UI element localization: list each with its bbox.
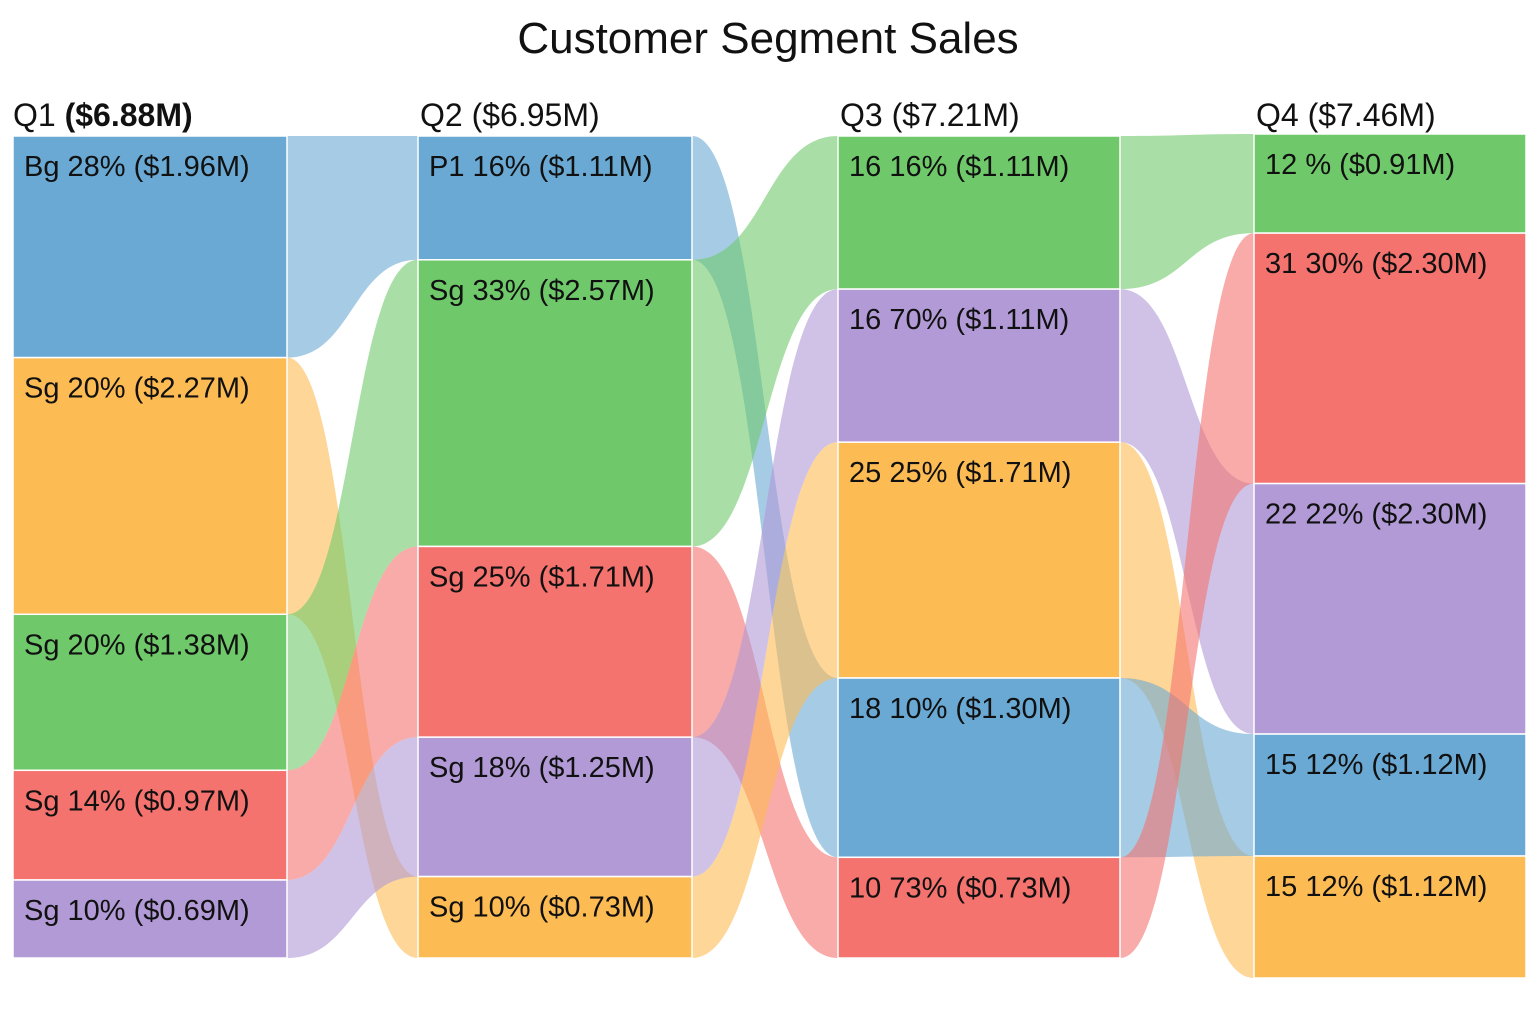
node-label-q2-1: P1 16% ($1.11M) xyxy=(429,151,653,183)
flow-q1-5-to-q2-4 xyxy=(287,737,418,958)
node-label-q3-1: 16 16% ($1.11M) xyxy=(849,151,1069,183)
node-q1-5 xyxy=(12,879,288,959)
flow-q3-5-to-q4-2 xyxy=(1120,233,1254,958)
node-label-q3-5: 10 73% ($0.73M) xyxy=(849,872,1071,904)
node-label-q2-4: Sg 18% ($1.25M) xyxy=(429,752,655,784)
column-header-name: Q2 xyxy=(420,97,472,133)
node-label-q3-2: 16 70% ($1.11M) xyxy=(849,304,1069,336)
column-header-total: ($6.88M) xyxy=(65,97,193,133)
node-q2-2 xyxy=(417,259,693,548)
node-q4-2 xyxy=(1253,232,1527,485)
node-q2-3 xyxy=(417,545,693,738)
column-header-q2: Q2 ($6.95M) xyxy=(420,97,600,133)
node-label-q1-1: Bg 28% ($1.96M) xyxy=(24,151,250,183)
column-header-q3: Q3 ($7.21M) xyxy=(840,97,1020,133)
column-header-name: Q1 xyxy=(13,97,65,133)
node-q4-3 xyxy=(1253,482,1527,735)
node-label-q1-3: Sg 20% ($1.38M) xyxy=(24,629,250,661)
flow-q1-3-to-q2-2 xyxy=(287,259,418,771)
node-label-q4-1: 12 % ($0.91M) xyxy=(1265,149,1455,181)
node-label-q4-3: 22 22% ($2.30M) xyxy=(1265,499,1487,531)
node-label-q4-5: 15 12% ($1.12M) xyxy=(1265,871,1487,903)
node-q4-4 xyxy=(1253,733,1527,857)
node-q1-2 xyxy=(12,356,288,616)
node-label-q1-2: Sg 20% ($2.27M) xyxy=(24,373,250,405)
chart-title: Customer Segment Sales xyxy=(517,14,1019,63)
node-label-q2-2: Sg 33% ($2.57M) xyxy=(429,275,655,307)
node-label-q2-3: Sg 25% ($1.71M) xyxy=(429,561,655,593)
flow-q2-2-to-q3-1 xyxy=(692,136,838,547)
node-q1-4 xyxy=(12,769,288,881)
flow-q3-1-to-q4-1 xyxy=(1120,134,1254,290)
node-q2-1 xyxy=(417,135,693,261)
labels-layer: Bg 28% ($1.96M) Sg 20% ($2.27M) Sg 20% ($1… xyxy=(24,149,1487,927)
node-label-q3-3: 25 25% ($1.71M) xyxy=(849,457,1071,489)
headers-layer: Q1 ($6.88M) Q2 ($6.95M) Q3 ($7.21M) Q4 ($7.… xyxy=(13,97,1436,133)
flow-q2-5-to-q3-3 xyxy=(692,442,838,958)
column-header-q1: Q1 ($6.88M) xyxy=(13,97,193,133)
flow-q2-4-to-q3-2 xyxy=(692,289,838,877)
node-q2-4 xyxy=(417,736,693,878)
node-label-q1-5: Sg 10% ($0.69M) xyxy=(24,895,250,927)
node-q3-2 xyxy=(837,288,1121,443)
node-q1-3 xyxy=(12,613,288,772)
column-header-total: ($6.95M) xyxy=(472,97,600,133)
column-header-q4: Q4 ($7.46M) xyxy=(1256,97,1436,133)
nodes-layer xyxy=(12,133,1527,979)
flow-q3-2-to-q4-3 xyxy=(1120,289,1254,735)
node-label-q1-4: Sg 14% ($0.97M) xyxy=(24,785,250,817)
column-header-total: ($7.46M) xyxy=(1308,97,1436,133)
node-q3-5 xyxy=(837,856,1121,959)
node-label-q3-4: 18 10% ($1.30M) xyxy=(849,693,1071,725)
node-q1-1 xyxy=(12,135,288,359)
flow-q1-1-to-q2-1 xyxy=(287,136,418,358)
node-q3-4 xyxy=(837,677,1121,859)
node-label-q4-2: 31 30% ($2.30M) xyxy=(1265,248,1487,280)
flows-layer xyxy=(287,134,1254,978)
node-label-q2-5: Sg 10% ($0.73M) xyxy=(429,892,655,924)
flow-q1-4-to-q2-3 xyxy=(287,546,418,880)
column-header-name: Q3 xyxy=(840,97,892,133)
node-label-q4-4: 15 12% ($1.12M) xyxy=(1265,749,1487,781)
node-q4-1 xyxy=(1253,133,1527,234)
column-header-name: Q4 xyxy=(1256,97,1308,133)
node-q2-5 xyxy=(417,875,693,959)
column-header-total: ($7.21M) xyxy=(892,97,1020,133)
node-q3-1 xyxy=(837,135,1121,290)
node-q4-5 xyxy=(1253,855,1527,979)
node-q3-3 xyxy=(837,441,1121,679)
